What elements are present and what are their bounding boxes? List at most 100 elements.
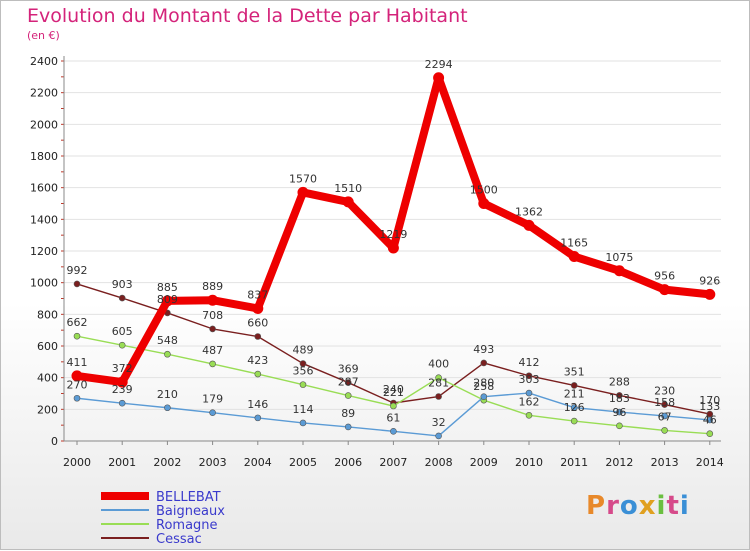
data-label: 270 [67, 378, 88, 391]
data-label: 183 [609, 392, 630, 405]
x-tick-label: 2011 [560, 456, 588, 469]
x-tick-label: 2010 [515, 456, 543, 469]
data-point [344, 379, 352, 386]
data-point [73, 394, 81, 402]
legend-label: Cessac [156, 532, 202, 547]
data-label: 221 [383, 386, 404, 399]
data-label: 126 [564, 401, 585, 414]
data-label: 288 [609, 375, 630, 388]
data-point [661, 427, 668, 434]
data-label: 493 [473, 343, 494, 356]
data-point [616, 422, 623, 430]
data-point [390, 428, 397, 435]
data-label: 1510 [334, 182, 362, 195]
logo-letter: r [606, 491, 620, 521]
data-point [568, 251, 580, 263]
data-label: 351 [564, 365, 585, 378]
data-label: 287 [338, 376, 359, 389]
data-label: 1165 [560, 237, 588, 250]
data-label: 210 [157, 388, 178, 401]
logo-letter: t [666, 491, 680, 521]
x-tick-label: 2002 [153, 456, 181, 469]
data-label: 1075 [605, 251, 633, 264]
data-point [209, 325, 216, 333]
data-point [254, 333, 262, 340]
data-label: 605 [112, 325, 133, 338]
data-point [161, 295, 173, 307]
data-label: 146 [247, 398, 268, 411]
data-point [570, 417, 578, 425]
data-point [525, 389, 533, 397]
data-point [659, 284, 671, 296]
data-label: 809 [157, 293, 178, 306]
data-label: 548 [157, 334, 178, 347]
y-tick-label: 800 [37, 308, 58, 321]
data-label: 412 [519, 356, 540, 369]
data-label: 258 [473, 380, 494, 393]
data-point [613, 265, 625, 277]
chart-title: Evolution du Montant de la Dette par Hab… [27, 5, 468, 27]
data-point [116, 376, 128, 388]
legend-label: Romagne [156, 518, 218, 533]
data-point [252, 302, 264, 314]
x-tick-label: 2007 [379, 456, 407, 469]
logo-letter: P [586, 491, 607, 521]
y-tick-label: 2400 [30, 55, 58, 68]
data-point [299, 360, 307, 367]
data-label: 133 [699, 400, 720, 413]
data-label: 114 [293, 403, 314, 416]
y-tick-label: 1600 [30, 182, 58, 195]
logo-letter: i [656, 491, 667, 521]
data-point [344, 392, 352, 399]
data-label: 1219 [379, 228, 407, 241]
data-label: 662 [67, 316, 88, 329]
data-label: 885 [157, 281, 178, 294]
data-point [73, 280, 81, 288]
data-point [525, 372, 533, 380]
data-point [616, 408, 623, 416]
data-point [616, 392, 623, 399]
data-label: 2294 [425, 58, 453, 71]
data-label: 487 [202, 344, 223, 357]
data-label: 400 [428, 358, 449, 371]
data-label: 96 [612, 406, 626, 419]
data-point [344, 423, 352, 431]
data-label: 303 [519, 373, 540, 386]
data-label: 889 [202, 280, 223, 293]
x-tick-label: 2014 [696, 456, 724, 469]
data-label: 489 [293, 344, 314, 357]
data-point [118, 399, 126, 407]
data-label: 230 [654, 385, 675, 398]
data-label: 67 [658, 410, 672, 423]
data-point [254, 370, 262, 378]
data-point [387, 242, 399, 254]
data-point [390, 402, 397, 410]
y-tick-label: 1200 [30, 245, 58, 258]
data-label: 411 [67, 356, 88, 369]
data-point [254, 414, 262, 422]
data-label: 992 [67, 264, 88, 277]
data-point [525, 412, 533, 419]
y-tick-label: 1400 [30, 213, 58, 226]
y-tick-label: 1000 [30, 277, 58, 290]
data-label: 1570 [289, 172, 317, 185]
data-point [433, 72, 445, 84]
data-point [435, 374, 442, 381]
x-tick-label: 2005 [289, 456, 317, 469]
proxiti-logo: Proxiti [586, 491, 690, 521]
y-tick-label: 2200 [30, 87, 58, 100]
x-tick-label: 2009 [470, 456, 498, 469]
data-label: 32 [432, 416, 446, 429]
data-label: 926 [699, 274, 720, 287]
legend-label: BELLEBAT [156, 490, 221, 505]
data-point [297, 186, 309, 198]
y-tick-label: 1800 [30, 150, 58, 163]
x-tick-label: 2008 [425, 456, 453, 469]
data-point [706, 416, 714, 424]
data-point [706, 430, 714, 438]
data-point [570, 404, 578, 411]
y-tick-label: 400 [37, 372, 58, 385]
x-tick-label: 2001 [108, 456, 136, 469]
